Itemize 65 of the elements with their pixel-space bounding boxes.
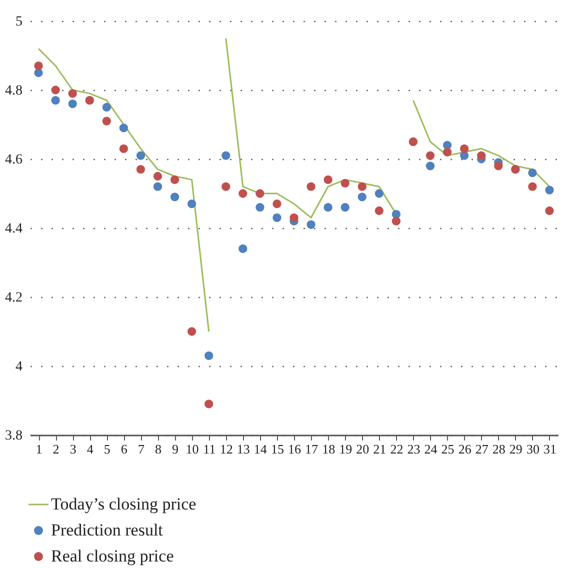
x-tick-label: 16 xyxy=(288,442,302,456)
x-tick-label: 31 xyxy=(543,442,556,456)
point xyxy=(545,186,554,194)
x-tick-label: 4 xyxy=(86,442,94,456)
x-tick-label: 5 xyxy=(104,442,110,456)
y-tick-label: 4.4 xyxy=(5,222,22,236)
point xyxy=(306,220,316,229)
point xyxy=(204,400,214,408)
x-tick-label: 14 xyxy=(254,442,268,456)
x-tick-label: 21 xyxy=(373,442,386,456)
point xyxy=(68,99,77,108)
x-tick-label: 23 xyxy=(407,442,420,456)
point xyxy=(119,144,128,153)
x-tick-label: 12 xyxy=(220,442,233,456)
x-tick-label: 28 xyxy=(492,442,506,456)
point xyxy=(187,327,196,336)
x-tick-label: 26 xyxy=(458,442,472,456)
x-tick-label: 10 xyxy=(186,442,199,456)
x-tick-label: 8 xyxy=(154,442,162,456)
x-tick-label: 17 xyxy=(305,442,319,456)
point xyxy=(170,192,180,202)
y-tick-label: 4.6 xyxy=(5,152,22,168)
point xyxy=(187,200,196,208)
x-tick-label: 13 xyxy=(236,442,250,456)
point xyxy=(102,116,111,126)
point xyxy=(153,182,162,191)
y-tick-label: 3.8 xyxy=(5,428,22,444)
x-tick-label: 27 xyxy=(475,442,489,456)
point xyxy=(51,86,60,94)
point xyxy=(204,351,214,360)
x-tick-label: 20 xyxy=(356,442,370,456)
y-tick-label: 4 xyxy=(16,360,22,374)
point xyxy=(119,124,128,132)
x-tick-label: 30 xyxy=(526,442,540,456)
point xyxy=(170,175,180,184)
x-tick-label: 7 xyxy=(138,442,145,456)
point xyxy=(51,96,60,105)
x-tick-label: 1 xyxy=(36,442,42,456)
point xyxy=(136,151,146,160)
point xyxy=(68,89,77,98)
point xyxy=(153,172,162,181)
x-tick-label: 9 xyxy=(172,442,179,456)
x-tick-label: 2 xyxy=(52,442,60,456)
x-tick-label: 6 xyxy=(120,442,128,456)
point xyxy=(136,165,146,174)
y-tick-label: 4.2 xyxy=(5,290,22,306)
x-tick-label: 3 xyxy=(70,442,76,456)
point xyxy=(34,62,43,70)
x-tick-label: 15 xyxy=(270,442,284,456)
x-tick-label: 29 xyxy=(509,442,522,456)
point xyxy=(102,102,111,112)
legend-label: Real closing price xyxy=(51,546,174,566)
x-tick-label: 25 xyxy=(441,442,454,456)
point xyxy=(238,244,248,254)
x-tick-label: 18 xyxy=(322,442,336,456)
x-tick-label: 11 xyxy=(203,442,216,456)
y-tick-label: 4.8 xyxy=(5,84,22,98)
point xyxy=(392,216,401,226)
legend-label: Today’s closing price xyxy=(51,494,196,514)
x-tick-label: 24 xyxy=(424,442,438,456)
point xyxy=(545,206,554,216)
x-tick-label: 19 xyxy=(339,442,352,456)
x-tick-label: 22 xyxy=(390,442,404,456)
legend-label: Prediction result xyxy=(51,520,164,540)
y-tick-label: 5 xyxy=(16,14,22,30)
